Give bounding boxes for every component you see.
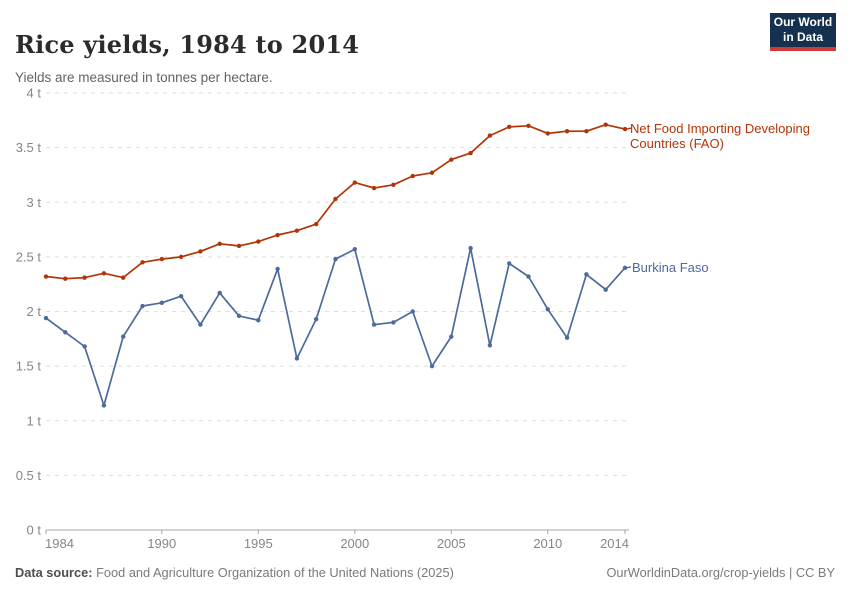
svg-text:3.5 t: 3.5 t [16,140,42,155]
svg-text:0.5 t: 0.5 t [16,468,42,483]
svg-text:2000: 2000 [340,536,369,551]
svg-text:1984: 1984 [45,536,74,551]
gridlines [46,92,628,476]
data-source-text: Food and Agriculture Organization of the… [96,565,454,580]
svg-text:2005: 2005 [437,536,466,551]
svg-text:2.5 t: 2.5 t [16,249,42,264]
footer-separator: | [789,565,793,580]
series-label-burkina-faso[interactable]: Burkina Faso [632,260,709,275]
owid-url-link[interactable]: OurWorldinData.org/crop-yields [606,565,786,580]
svg-text:3 t: 3 t [27,195,42,210]
page-title: Rice yields, 1984 to 2014 [15,30,360,60]
svg-text:1 t: 1 t [27,413,42,428]
owid-logo-line1: Our World [773,15,833,29]
owid-logo[interactable]: Our World in Data [770,13,836,51]
license-label: CC BY [795,565,835,580]
svg-text:2014: 2014 [600,536,629,551]
svg-text:1995: 1995 [244,536,273,551]
svg-text:0 t: 0 t [27,523,42,538]
data-source-note: Data source: Food and Agriculture Organi… [15,565,454,580]
svg-text:4 t: 4 t [27,86,42,101]
x-axis [45,529,629,534]
footer-credits: OurWorldinData.org/crop-yields | CC BY [606,565,835,580]
owid-logo-line2: in Data [782,30,823,44]
chart-subtitle: Yields are measured in tonnes per hectar… [15,69,273,85]
svg-text:1990: 1990 [147,536,176,551]
data-source-label: Data source: [15,565,93,580]
x-axis-labels: 1984 1990 1995 2000 2005 2010 2014 [45,536,629,551]
svg-text:1.5 t: 1.5 t [16,359,42,374]
series-label-net-food-importing-developing-countries[interactable]: Net Food Importing Developing Countries … [630,121,810,151]
svg-text:2 t: 2 t [27,304,42,319]
chart-footer: Data source: Food and Agriculture Organi… [15,565,835,580]
y-axis-labels: 4 t 3.5 t 3 t 2.5 t 2 t 1.5 t 1 t 0.5 t 0 t [16,86,42,538]
series-1 [43,245,632,408]
series-0 [43,122,632,281]
svg-text:2010: 2010 [533,536,562,551]
